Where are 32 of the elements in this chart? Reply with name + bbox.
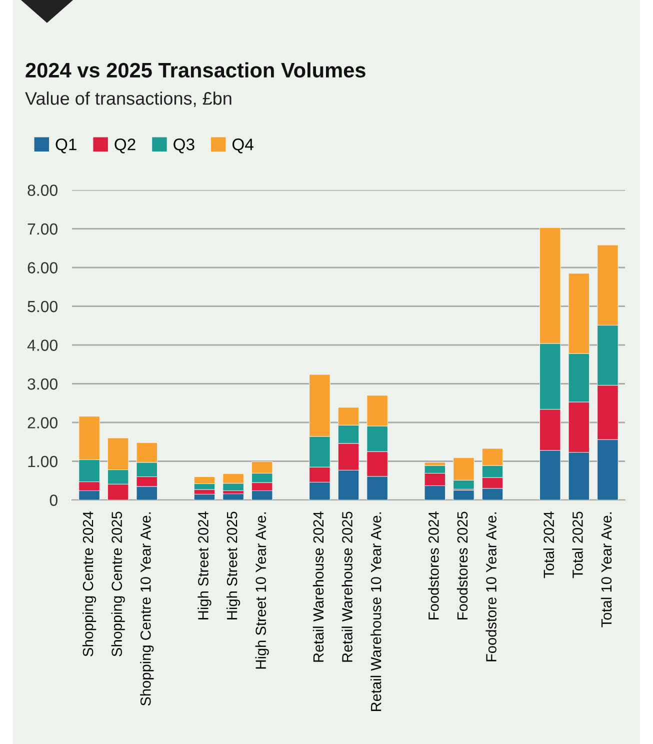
- x-tick-label: Total 2024: [543, 512, 554, 578]
- bar: [222, 494, 244, 500]
- x-tick-label: Shopping Centre 2024: [82, 512, 96, 656]
- legend-label: Q4: [232, 138, 254, 154]
- bar: [194, 494, 216, 500]
- legend-label: Q3: [174, 138, 194, 154]
- x-tick-label: High Street 10 Year Ave.: [255, 512, 269, 669]
- x-tick-label: Retail Warehouse 2024: [312, 512, 324, 662]
- x-tick-label: Total 2025: [572, 512, 583, 578]
- y-tick-label: 2.00: [28, 417, 58, 428]
- x-tick-label: Foodstores 2025: [456, 512, 468, 620]
- x-tick-label: Shopping Centre 10 Year Ave.: [140, 512, 154, 706]
- y-tick-label: 5.00: [28, 300, 58, 312]
- x-tick-label: High Street 2024: [198, 512, 212, 620]
- x-tick-label: Retail Warehouse 2025: [342, 512, 352, 662]
- y-tick-label: 8.00: [28, 184, 58, 196]
- y-tick-label: 1.00: [28, 456, 58, 468]
- y-tick-label: 4.00: [27, 340, 58, 351]
- y-tick-label: 0: [50, 494, 58, 506]
- chart-subtitle: Value of transactions, £bn: [25, 92, 232, 107]
- x-tick-label: Retail Warehouse 10 Year Ave.: [370, 512, 382, 711]
- x-tick-label: Foodstore 10 Year Ave.: [486, 512, 496, 662]
- x-tick-label: Shopping Centre 2025: [111, 512, 125, 656]
- y-tick-label: 3.00: [28, 378, 58, 390]
- x-tick-label: Foodstores 2024: [428, 512, 439, 620]
- y-tick-label: 7.00: [28, 223, 58, 235]
- y-tick-label: 6.00: [28, 262, 58, 274]
- legend-label: Q2: [114, 138, 136, 154]
- legend-label: Q1: [56, 138, 76, 154]
- chart-title: 2024 vs 2025 Transaction Volumes: [26, 62, 366, 78]
- x-tick-label: High Street 2025: [226, 512, 240, 620]
- x-tick-label: Total 10 Year Ave.: [600, 512, 612, 628]
